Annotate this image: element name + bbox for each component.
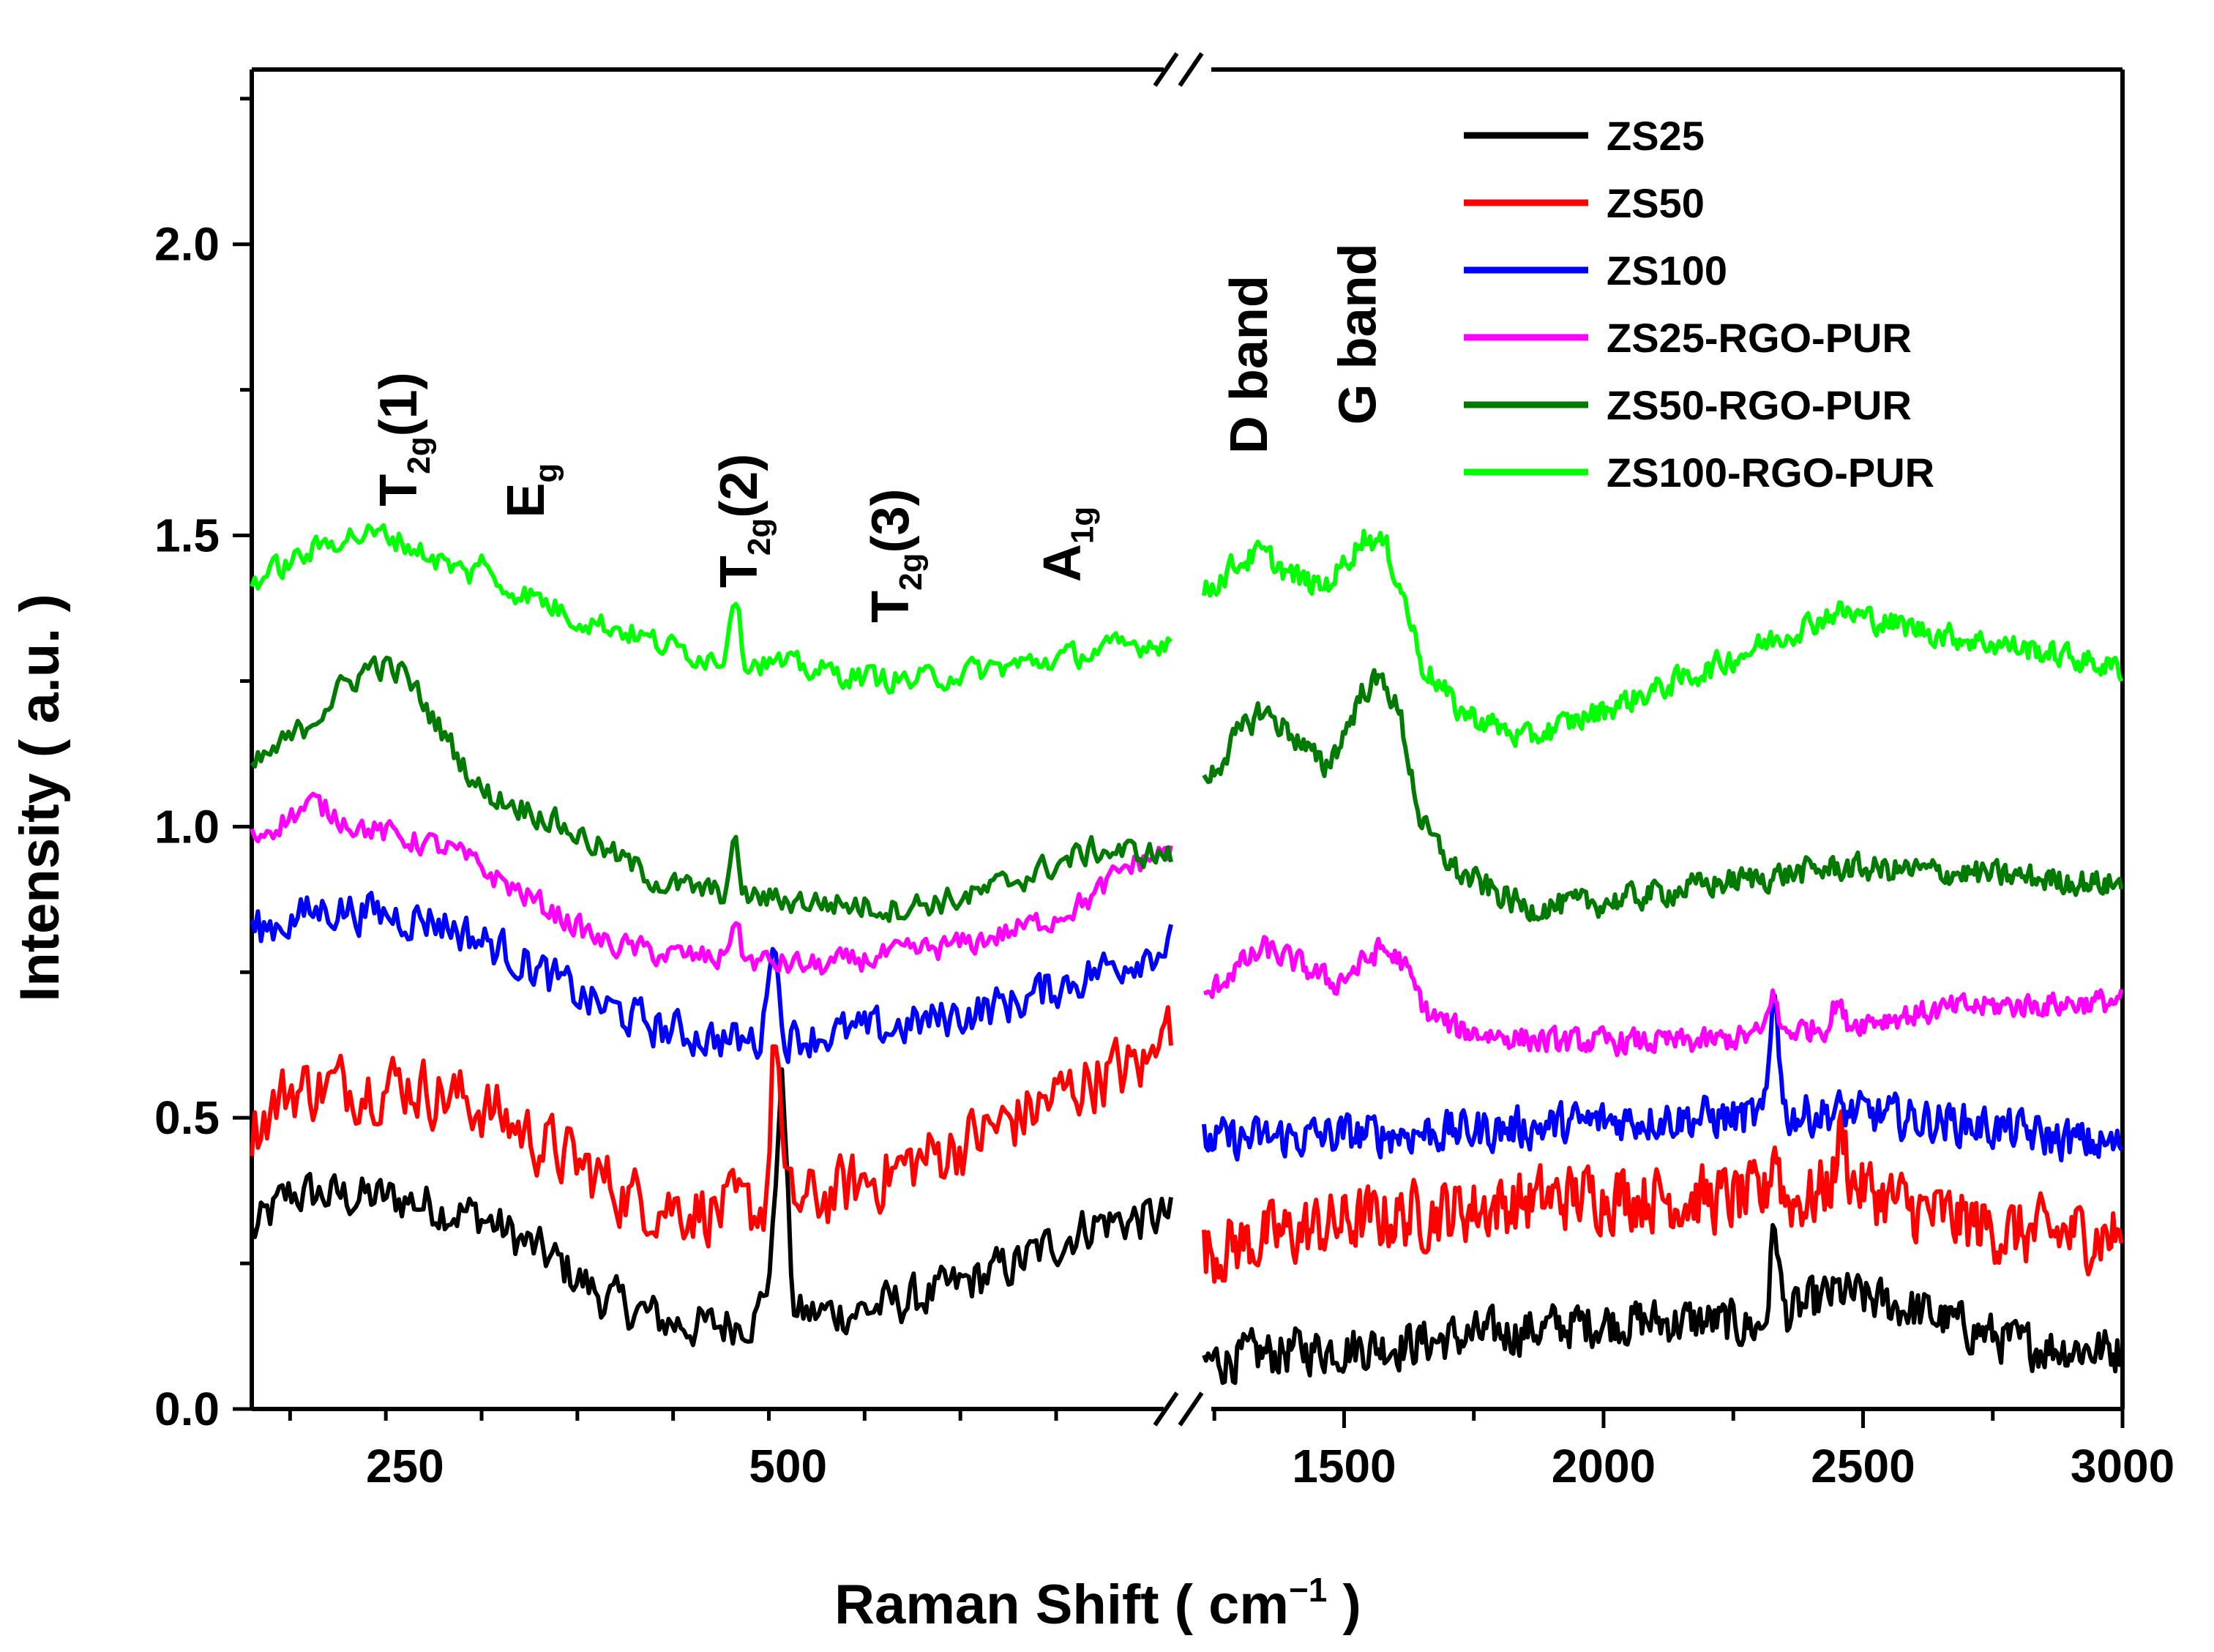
series-line-left (250, 523, 1173, 695)
legend-item: ZS50-RGO-PUR (1464, 382, 1912, 428)
legend-label: ZS100-RGO-PUR (1607, 449, 1934, 496)
x-axis-title: Raman Shift ( cm−1 ) (834, 1571, 1361, 1636)
y-axis-title: Intensity ( a.u. ) (9, 594, 71, 1001)
series-zs50 (250, 1005, 2124, 1284)
x-tick-label: 2500 (1811, 1440, 1915, 1492)
series-zs100-rgo-pur (250, 523, 2124, 748)
legend-item: ZS50 (1464, 180, 1705, 226)
series-zs50-rgo-pur (250, 655, 2124, 923)
peak-annotations: T2g(1) Eg T2g(2) T2g(3) A1g D band G band (370, 243, 1388, 623)
axes: 0.0 0.5 1.0 1.5 2.0 250 500 1500 2000 2500 3000 (154, 52, 2174, 1492)
series-line-left (250, 655, 1173, 923)
series-line-right (1202, 1109, 2124, 1284)
series-zs25-rgo-pur (250, 791, 2124, 1058)
y-tick-label: 1.0 (154, 800, 220, 853)
legend-label: ZS25-RGO-PUR (1607, 315, 1912, 361)
legend-label: ZS50 (1607, 180, 1705, 226)
x-tick-label: 1500 (1292, 1440, 1396, 1492)
axis-break-mark (1178, 1391, 1204, 1427)
series-line-right (1202, 668, 2124, 922)
peak-label: T2g(2) (710, 454, 777, 588)
y-tick-label: 1.5 (154, 509, 220, 562)
series-line-left (250, 1005, 1173, 1249)
legend-item: ZS25-RGO-PUR (1464, 315, 1912, 361)
axis-break-mark (1153, 1391, 1179, 1427)
series-line-right (1203, 935, 2124, 1058)
series-zs25 (250, 1067, 2122, 1386)
peak-label: Eg (497, 463, 564, 518)
peak-label: G band (1329, 243, 1388, 425)
axis-break-mark (1178, 52, 1204, 87)
series-layer (250, 523, 2124, 1386)
series-line-right (1202, 528, 2124, 748)
legend-item: ZS25 (1464, 113, 1705, 159)
peak-label: T2g(1) (370, 372, 437, 506)
legend: ZS25 ZS50 ZS100 ZS25-RGO-PUR ZS50-RGO-PUR ZS1… (1464, 113, 1934, 496)
legend-label: ZS50-RGO-PUR (1607, 382, 1912, 428)
series-line-right (1202, 993, 2124, 1163)
peak-label: T2g(3) (861, 489, 929, 623)
legend-label: ZS100 (1607, 247, 1727, 294)
series-line-left (250, 891, 1173, 1064)
peak-label: D band (1220, 275, 1279, 454)
y-tick-label: 2.0 (154, 218, 220, 271)
x-tick-label: 2000 (1552, 1440, 1656, 1492)
x-tick-label: 3000 (2071, 1440, 2174, 1492)
series-line-right (1202, 1222, 2122, 1386)
axis-break-mark (1153, 52, 1179, 87)
x-tick-label: 500 (749, 1440, 827, 1492)
legend-label: ZS25 (1607, 113, 1705, 159)
y-tick-label: 0.5 (154, 1091, 220, 1144)
legend-item: ZS100-RGO-PUR (1464, 449, 1934, 496)
x-tick-label: 250 (366, 1440, 444, 1492)
series-line-left (250, 1067, 1173, 1348)
y-tick-label: 0.0 (154, 1383, 220, 1435)
peak-label: A1g (1033, 507, 1100, 582)
series-line-left (250, 791, 1173, 976)
series-zs100 (250, 891, 2124, 1163)
legend-item: ZS100 (1464, 247, 1727, 294)
